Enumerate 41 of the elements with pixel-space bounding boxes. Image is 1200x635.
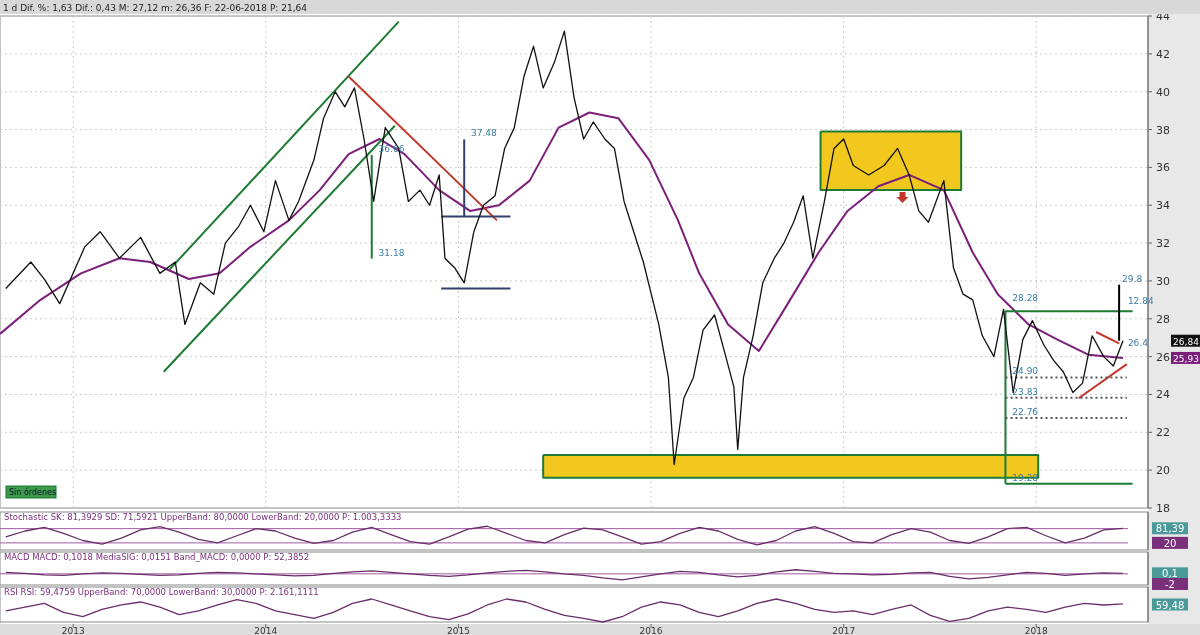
y-tick-label: 38 [1156,123,1170,137]
annotation: 26.4 [1127,338,1149,349]
chart-title: 1 d Dif. %: 1,63 Dif.: 0,43 M: 27,12 m: 26,36 F: 22-06-2018 P: 21,64 [3,3,308,13]
y-tick-label: 20 [1163,537,1177,549]
annotation: 37.48 [471,128,498,139]
annotation: 28.28 [1012,292,1039,303]
y-tick-label: 40 [1156,85,1170,99]
annotation: 12.84 [1127,296,1154,307]
text: 59,48 [1155,599,1185,611]
annotation: 22.76 [1012,406,1039,417]
y-tick-label: 20 [1156,464,1170,478]
y-tick-label: 0,1 [1162,568,1178,580]
y-tick-label: 81,39 [1155,523,1185,535]
y-tick-label: 42 [1156,47,1170,61]
x-tick-label: 2014 [254,626,278,635]
x-tick-label: 2013 [61,626,85,635]
x-tick-label: 2016 [639,626,663,635]
y-tick-label: 24 [1156,388,1170,402]
y-tick-label: -2 [1165,578,1175,590]
y-tick-label: 22 [1156,426,1170,440]
x-tick-label: 2018 [1024,626,1049,635]
chart-title: Stochastic SK: 81,3929 SD: 71,5921 UpperBand: 80,0000 LowerBand: 20,0000 P: 1.003,3333 [4,512,402,522]
annotation: 31.18 [378,247,405,258]
y-tick-label: 34 [1156,199,1170,213]
chart-title: RSI RSI: 59,4759 UpperBand: 70,0000 LowerBand: 30,0000 P: 2.161,1111 [4,587,319,597]
y-tick-label: 30 [1156,274,1170,288]
text: 26,84 [1173,336,1200,347]
annotation: 29.8 [1122,273,1143,284]
y-tick-label: 18 [1156,502,1170,515]
title-bar: 1 d Dif. %: 1,63 Dif.: 0,43 M: 27,12 m: 26,36 F: 22-06-2018 P: 21,64 [0,0,1200,14]
x-tick-label: 2017 [832,626,856,635]
annotation: 23.83 [1012,386,1039,397]
x-tick-label: 2015 [446,626,470,635]
annotation: 19.28 [1012,472,1039,483]
y-tick-label: 36 [1156,161,1170,175]
text: 25,93 [1173,353,1199,364]
y-tick-label: 26 [1156,350,1170,364]
y-tick-label: 28 [1156,312,1170,326]
y-tick-label: 32 [1156,237,1170,251]
annotation: Sin órdenes [9,487,57,497]
chart-title: MACD MACD: 0,1018 MediaSIG: 0,0151 Band_MACD: 0,0000 P: 52,3852 [4,552,310,562]
